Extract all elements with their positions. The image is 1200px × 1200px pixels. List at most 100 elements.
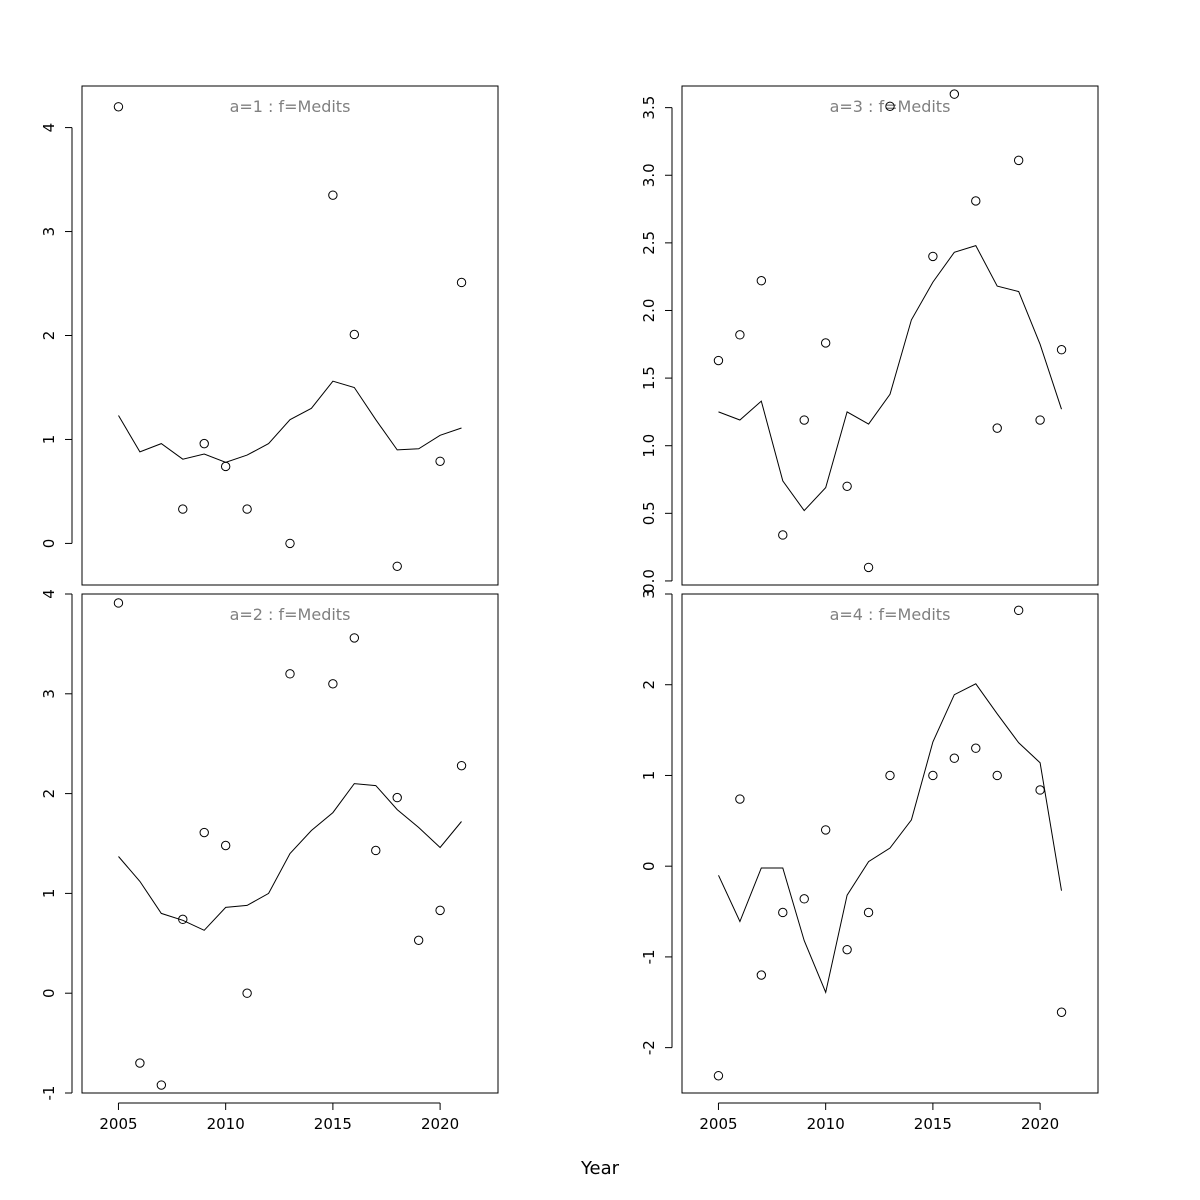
panel-4: a=4 : f=Medits -2 -1 0 1 2 3 2005 2010 2015 2020 [640,589,1099,1133]
observation-point [220,840,231,851]
y-tick-label: -2 [640,1040,658,1055]
y-tick-label: 1.5 [640,366,658,390]
observation-point [456,277,467,288]
panel-2: a=3 : f=Medits 0.0 0.5 1.0 1.5 2.0 2.5 3.0 3.5 [640,85,1099,593]
observation-point [971,743,981,753]
observation-point [285,538,295,549]
observation-point [949,753,960,763]
panel-title: a=4 : f=Medits [830,605,951,624]
observation-point [949,89,960,99]
x-tick-label: 2015 [314,1115,352,1133]
fitted-line [118,380,462,463]
y-tick-label: 1 [40,435,58,445]
observation-point [392,561,402,571]
observation-point [1056,1007,1067,1017]
panel-title: a=3 : f=Medits [830,97,951,116]
y-tick-label: 2 [40,789,58,799]
observation-point [713,1071,724,1081]
observation-point [371,845,381,856]
observation-point [1035,785,1045,795]
observation-point [863,907,874,918]
y-tick-label: 1.0 [640,434,658,458]
observation-point [413,935,424,946]
y-tick-label: 3 [640,589,658,599]
panel-1: a=1 : f=Medits 0 1 2 3 4 [40,85,499,586]
x-tick-label: 2020 [421,1115,459,1133]
y-tick-label: -1 [40,1086,58,1101]
panel-3: a=2 : f=Medits -1 0 1 2 3 4 2005 2010 2015 2020 [40,589,499,1133]
observation-point [349,633,360,643]
observation-point [756,276,767,286]
observation-point [178,914,188,925]
y-tick-label: 2.5 [640,231,658,255]
y-tick-label: 4 [40,589,58,599]
panel-title: a=1 : f=Medits [230,97,351,116]
observation-point [778,907,788,918]
observation-point [735,794,745,804]
x-tick-label: 2015 [914,1115,952,1133]
observation-point [178,504,188,514]
observation-point [242,504,252,514]
observation-point [928,770,938,781]
observation-point [135,1058,145,1068]
observation-point [885,770,895,781]
observation-point [863,562,874,573]
x-axis-label: Year [580,1158,620,1179]
y-tick-label: 3.0 [640,163,658,187]
observation-point [220,461,231,472]
x-tick-label: 2020 [1021,1115,1059,1133]
observation-point [1056,344,1067,355]
observation-point [842,481,852,491]
y-tick-label: 3.5 [640,96,658,120]
y-tick-label: 2.0 [640,299,658,323]
observation-point [778,530,788,540]
observation-point [349,329,360,340]
y-tick-label: 0.0 [640,569,658,593]
fitted-line [718,244,1062,512]
observation-point [992,770,1002,781]
y-tick-label: -1 [640,949,658,964]
y-tick-label: 3 [40,227,58,237]
observation-point [242,988,252,998]
observation-point [328,679,338,689]
y-tick-label: 1 [40,889,58,899]
observation-point [1035,415,1045,425]
fitted-line [118,783,462,931]
observation-point [199,438,209,449]
x-tick-label: 2010 [807,1115,845,1133]
observation-point [842,944,852,955]
y-tick-label: 0 [40,988,58,998]
panel-frame [681,593,1099,1094]
observation-point [799,415,809,425]
y-tick-label: 0.5 [640,501,658,525]
observation-point [928,251,938,262]
observation-point [735,330,745,340]
panel-frame [81,85,499,586]
observation-point [1013,155,1024,166]
observation-point [713,355,724,366]
observation-point [328,190,338,200]
observation-point [113,102,124,112]
y-tick-label: 3 [40,689,58,699]
y-tick-label: 0 [40,539,58,549]
observation-point [992,423,1002,433]
y-tick-label: 4 [40,123,58,133]
observation-point [392,792,402,803]
panel-frame [681,85,1099,586]
observation-point [885,101,895,111]
x-tick-label: 2005 [99,1115,137,1133]
y-tick-label: 1 [640,771,658,781]
observation-point [820,338,831,348]
panel-frame [81,593,499,1094]
panel-title: a=2 : f=Medits [230,605,351,624]
fitted-line [718,683,1062,994]
y-tick-label: 2 [640,680,658,690]
observation-point [820,825,831,835]
observation-point [113,598,124,608]
observation-point [1013,605,1024,616]
observation-point [435,905,445,916]
y-tick-label: 0 [640,861,658,871]
observation-point [756,970,767,980]
y-tick-label: 2 [40,331,58,341]
